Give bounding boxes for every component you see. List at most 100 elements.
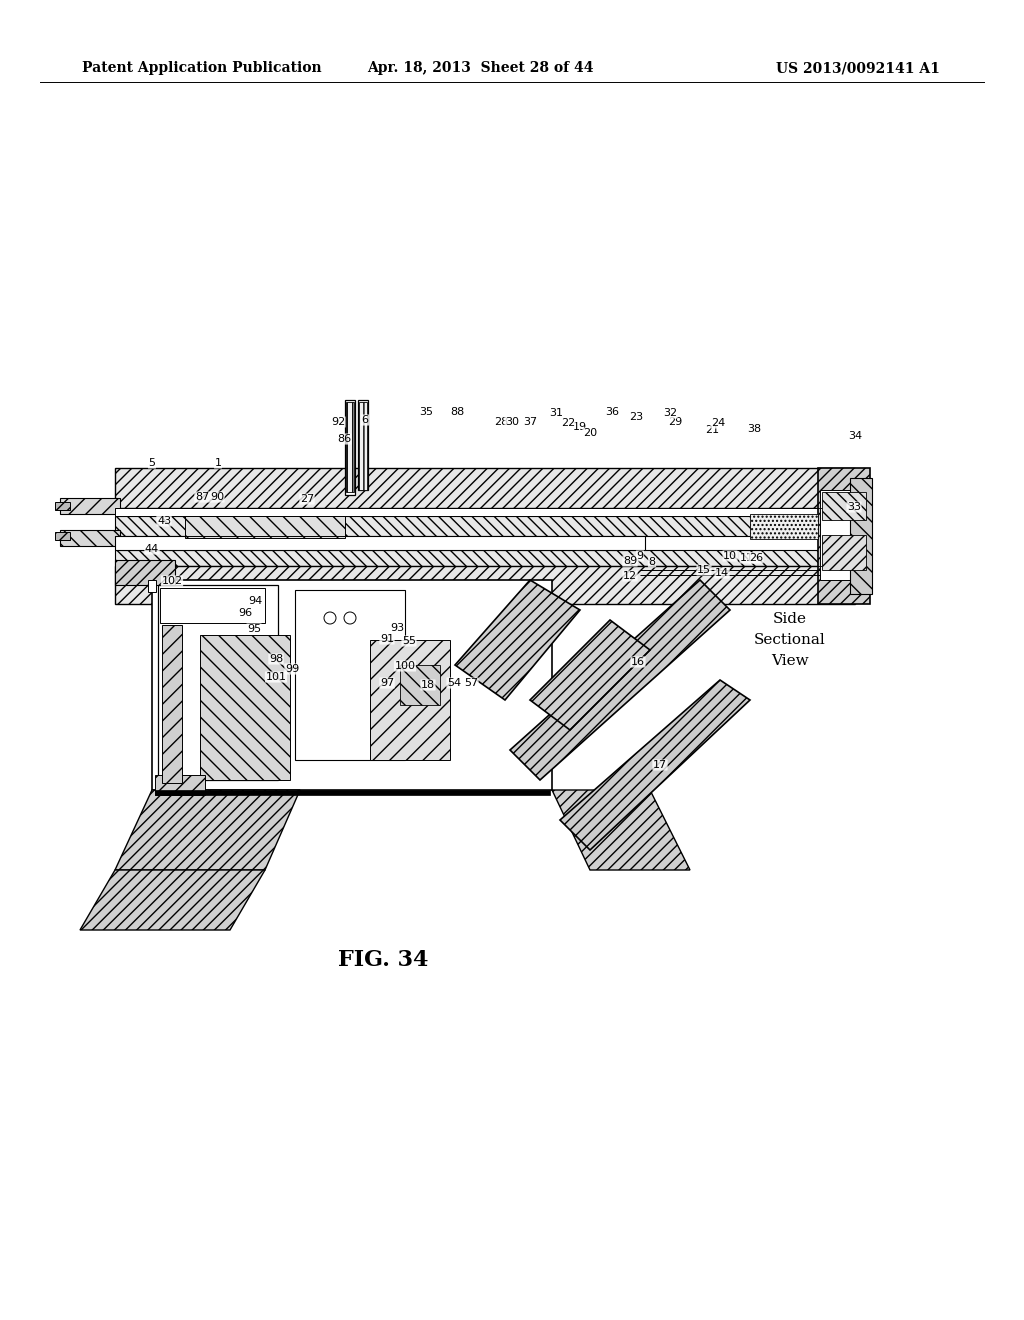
Bar (115, 536, 645, 550)
Bar (60, 498, 120, 513)
Text: 17: 17 (653, 760, 667, 770)
Text: 92: 92 (331, 417, 345, 426)
Text: 26: 26 (749, 553, 763, 564)
Bar (158, 585, 278, 780)
Bar (152, 579, 552, 789)
Polygon shape (552, 789, 690, 870)
Bar (55, 532, 70, 540)
Bar (162, 624, 182, 783)
Bar (346, 403, 354, 492)
Text: 19: 19 (573, 422, 587, 432)
Text: 31: 31 (549, 408, 563, 418)
Text: 9: 9 (637, 550, 643, 561)
Text: 28: 28 (494, 417, 508, 426)
Bar (822, 492, 866, 520)
Text: 23: 23 (629, 412, 643, 422)
Text: 30: 30 (505, 417, 519, 426)
Bar (115, 566, 855, 605)
Bar (115, 516, 855, 536)
Bar (750, 513, 818, 539)
Text: 32: 32 (663, 408, 677, 418)
Text: 97: 97 (380, 678, 394, 688)
Text: 35: 35 (419, 407, 433, 417)
Bar (160, 587, 265, 623)
Text: 38: 38 (746, 424, 761, 434)
Text: 22: 22 (561, 418, 575, 428)
Text: 43: 43 (157, 516, 171, 525)
Text: Patent Application Publication: Patent Application Publication (82, 61, 322, 75)
Bar (295, 590, 406, 760)
Text: 29: 29 (668, 417, 682, 426)
Text: US 2013/0092141 A1: US 2013/0092141 A1 (776, 61, 940, 75)
Bar (115, 560, 175, 585)
Polygon shape (80, 870, 265, 931)
Bar (185, 516, 345, 539)
Bar (155, 789, 550, 795)
Polygon shape (510, 579, 730, 780)
Polygon shape (530, 620, 650, 730)
Text: 55: 55 (402, 636, 416, 645)
Text: Apr. 18, 2013  Sheet 28 of 44: Apr. 18, 2013 Sheet 28 of 44 (367, 61, 593, 75)
Text: FIG. 34: FIG. 34 (338, 949, 428, 972)
Polygon shape (115, 789, 300, 870)
Text: 44: 44 (144, 544, 159, 554)
Text: 20: 20 (583, 428, 597, 438)
Text: 96: 96 (238, 609, 252, 618)
Text: 89: 89 (623, 556, 637, 566)
Text: 6: 6 (361, 414, 369, 425)
Bar (115, 550, 855, 566)
Bar (55, 502, 70, 510)
Bar (818, 469, 870, 605)
Polygon shape (560, 680, 750, 850)
Text: 93: 93 (390, 623, 404, 634)
Text: 33: 33 (847, 502, 861, 512)
Text: 95: 95 (247, 624, 261, 634)
Text: 18: 18 (421, 680, 435, 690)
Text: 11: 11 (740, 553, 754, 564)
Text: 5: 5 (148, 458, 156, 469)
Text: 37: 37 (523, 417, 537, 426)
Circle shape (324, 612, 336, 624)
Text: 10: 10 (723, 550, 737, 561)
Bar (115, 508, 855, 516)
Text: 36: 36 (605, 407, 618, 417)
Text: Side
Sectional
View: Side Sectional View (754, 612, 826, 668)
Bar (822, 535, 866, 570)
Text: 27: 27 (300, 494, 314, 504)
Text: 16: 16 (631, 657, 645, 667)
Bar (345, 400, 355, 495)
Circle shape (344, 612, 356, 624)
Text: 54: 54 (446, 678, 461, 688)
Bar (400, 665, 440, 705)
Bar (60, 531, 120, 546)
Text: 12: 12 (623, 572, 637, 581)
Text: 91: 91 (380, 634, 394, 644)
Text: 98: 98 (269, 653, 283, 664)
Text: 1: 1 (214, 458, 221, 469)
Text: 99: 99 (285, 664, 299, 675)
Text: 34: 34 (848, 432, 862, 441)
Text: 100: 100 (394, 661, 416, 671)
Text: 102: 102 (162, 576, 182, 586)
Bar (148, 579, 156, 591)
Bar (115, 469, 855, 508)
Text: 88: 88 (450, 407, 464, 417)
Text: 57: 57 (464, 678, 478, 688)
Bar (155, 775, 205, 795)
Text: 24: 24 (711, 418, 725, 428)
Text: 86: 86 (337, 434, 351, 444)
Bar (820, 490, 868, 579)
Polygon shape (455, 579, 580, 700)
Text: 14: 14 (715, 568, 729, 578)
Text: 90: 90 (210, 492, 224, 502)
Bar (358, 400, 368, 490)
Bar (370, 640, 450, 760)
Text: 94: 94 (248, 597, 262, 606)
Text: 87: 87 (195, 492, 209, 502)
Text: 101: 101 (265, 672, 287, 682)
Bar (200, 635, 290, 780)
Text: 15: 15 (697, 565, 711, 576)
Bar (359, 403, 367, 490)
Text: 8: 8 (648, 557, 655, 568)
Text: 21: 21 (705, 425, 719, 436)
